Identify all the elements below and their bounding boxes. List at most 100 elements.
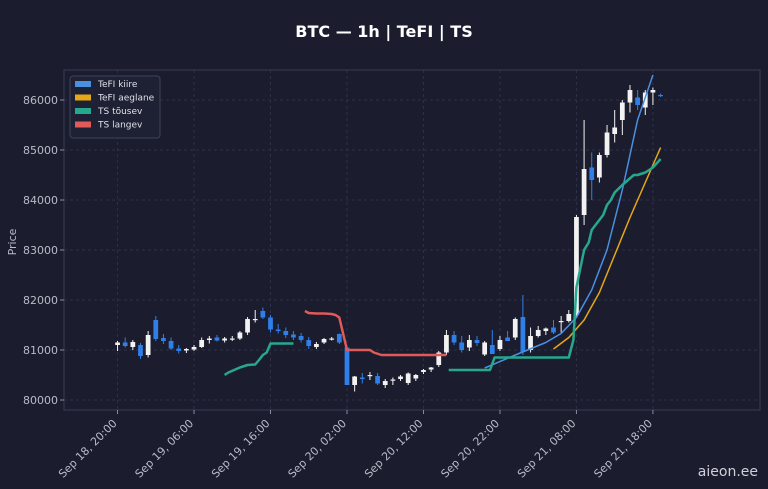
x-tick-label: Sep 20, 22:00 (438, 417, 502, 481)
candle-body (612, 127, 618, 134)
candle-body (122, 342, 128, 346)
x-tick-label: Sep 19, 06:00 (133, 417, 197, 481)
candle (551, 320, 556, 334)
candle-body (283, 331, 289, 335)
candle (489, 330, 495, 354)
candle-body (466, 340, 472, 348)
candle-body (214, 337, 220, 341)
candle-body (375, 376, 380, 384)
candle (214, 335, 220, 342)
candle-body (405, 373, 411, 383)
y-tick-label: 82000 (23, 294, 58, 307)
candle-body (398, 376, 403, 379)
candle-body (551, 327, 556, 333)
candle-body (329, 338, 335, 340)
series-line-ts-t-usev (223, 158, 662, 377)
x-tick-label: Sep 20, 12:00 (362, 417, 426, 481)
candle (405, 372, 411, 385)
candle-body (321, 339, 327, 343)
candle (444, 330, 449, 355)
candle-body (184, 349, 189, 351)
candle-body (275, 329, 281, 331)
candle-body (474, 340, 480, 343)
legend-swatch (75, 81, 91, 87)
legend-box (69, 75, 161, 139)
chart-title: BTC — 1h | TeFI | TS (295, 22, 473, 41)
candle-body (558, 321, 564, 323)
candle-body (359, 377, 365, 379)
candle (229, 336, 235, 341)
candle-body (115, 342, 120, 345)
candle (206, 336, 212, 344)
indicator-lines (223, 74, 662, 377)
candle-body (130, 342, 136, 347)
candle (581, 120, 587, 225)
candle-body (252, 319, 258, 321)
legend-entry: TeFI kiire (97, 80, 138, 90)
candle-body (574, 217, 579, 315)
candle-body (627, 90, 633, 103)
candle (619, 100, 625, 135)
candle (474, 336, 480, 346)
candle (222, 337, 227, 343)
candle (122, 337, 128, 348)
candle-body (650, 90, 656, 93)
candle-body (153, 320, 159, 339)
candle-body (589, 167, 595, 180)
candle-body (145, 335, 151, 355)
legend-entry: TS langev (97, 121, 143, 131)
x-tick-label: Sep 20, 02:00 (286, 417, 350, 481)
candle (627, 85, 633, 113)
candle (612, 110, 618, 143)
candle (367, 372, 373, 380)
candle-body (566, 314, 572, 321)
candle-body (413, 375, 419, 379)
candle (329, 337, 335, 341)
candle-body (528, 336, 533, 350)
candle (375, 373, 380, 385)
candle-body (581, 169, 587, 215)
candle (352, 376, 358, 392)
candle (268, 315, 273, 333)
x-tick-label: Sep 18, 20:00 (56, 417, 120, 481)
candle (635, 90, 640, 110)
candle (642, 90, 648, 115)
candle (138, 343, 143, 359)
y-axis-label: Price (6, 228, 19, 255)
candle (291, 331, 296, 340)
candle (275, 324, 281, 334)
candle-body (222, 338, 227, 341)
candle (153, 316, 159, 341)
candle (497, 336, 503, 351)
candle-body (482, 342, 488, 355)
legend-swatch (75, 94, 91, 101)
candle-body (306, 340, 312, 346)
candle (260, 307, 266, 319)
candle-body (520, 317, 526, 352)
candle (191, 345, 197, 351)
candles (115, 85, 663, 392)
candle-body (336, 334, 342, 343)
y-tick-label: 86000 (23, 94, 58, 107)
candle (161, 334, 166, 344)
y-tick-label: 81000 (23, 344, 58, 357)
candle-body (298, 336, 304, 340)
candle (482, 341, 488, 356)
candle (176, 345, 182, 354)
candle (466, 335, 472, 351)
candle-body (344, 347, 350, 385)
candle-body (237, 332, 243, 339)
candle-body (138, 345, 143, 356)
candle-body (245, 319, 250, 333)
candle (390, 377, 396, 385)
candle-body (489, 345, 495, 354)
candle-body (436, 352, 442, 365)
candle (336, 333, 342, 344)
candle (130, 340, 136, 350)
candle-body (535, 330, 541, 336)
candle (145, 331, 151, 358)
candle-body (291, 334, 296, 338)
candle (512, 317, 518, 340)
candle-body (497, 340, 503, 349)
